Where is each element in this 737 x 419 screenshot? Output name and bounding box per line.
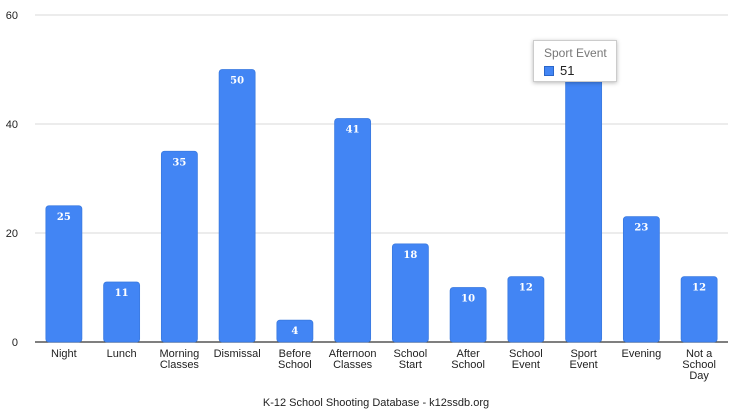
- x-tick-label-line: Day: [689, 370, 709, 382]
- x-tick-label-line: Evening: [621, 348, 661, 360]
- bar[interactable]: [103, 281, 141, 343]
- x-tick-label-line: Before: [279, 348, 311, 360]
- y-tick-label: 20: [6, 228, 18, 240]
- y-axis: 0 20 40 60: [6, 10, 18, 349]
- x-tick-label: Morning Classes: [160, 348, 200, 371]
- data-label: 50: [230, 76, 244, 87]
- x-tick-label-line: After: [457, 348, 481, 360]
- tooltip-swatch: [544, 65, 554, 76]
- x-tick-label-line: Afternoon: [329, 348, 377, 360]
- x-tick-label-line: School: [278, 359, 312, 371]
- x-tick-label-line: Classes: [160, 359, 200, 371]
- x-tick-label-line: Not a: [686, 348, 713, 360]
- tooltip-value: 51: [560, 63, 575, 78]
- data-label: 35: [172, 157, 186, 168]
- data-label: 18: [403, 250, 417, 261]
- x-tick-label-line: School: [394, 348, 428, 360]
- data-label: 12: [519, 283, 533, 294]
- bar[interactable]: [45, 205, 83, 343]
- data-label: 25: [57, 212, 71, 223]
- x-tick-label: School Start: [394, 348, 428, 371]
- x-tick-label: Not a School Day: [682, 348, 716, 382]
- x-tick-label-line: Event: [570, 359, 598, 371]
- data-label: 4: [291, 326, 298, 337]
- x-tick-label-line: Lunch: [107, 348, 137, 360]
- data-label: 11: [115, 288, 129, 299]
- source-label: K-12 School Shooting Database - k12ssdb.…: [263, 397, 489, 409]
- x-tick-label: Before School: [278, 348, 312, 371]
- y-tick-label: 40: [6, 119, 18, 131]
- bar[interactable]: [334, 118, 372, 343]
- y-tick-label: 0: [12, 337, 18, 349]
- tooltip-row: 51: [544, 63, 574, 78]
- x-tick-label: Sport Event: [570, 348, 598, 371]
- x-tick-label: After School: [451, 348, 485, 371]
- tooltip-category: Sport Event: [544, 46, 607, 60]
- bar[interactable]: [449, 287, 487, 343]
- x-tick-label: Night: [51, 348, 77, 360]
- x-tick-label-line: Sport: [570, 348, 596, 360]
- bar[interactable]: [565, 63, 603, 343]
- bar[interactable]: [160, 150, 198, 343]
- x-tick-label-line: Event: [512, 359, 540, 371]
- x-tick-label-line: School: [451, 359, 485, 371]
- y-tick-label: 60: [6, 10, 18, 22]
- x-tick-label-line: Night: [51, 348, 77, 360]
- data-label: 41: [346, 125, 360, 136]
- x-tick-label-line: Classes: [333, 359, 373, 371]
- x-tick-label: Afternoon Classes: [329, 348, 377, 371]
- data-label: 23: [634, 223, 648, 234]
- x-tick-label-line: Dismissal: [214, 348, 261, 360]
- bars: 25 11 35 50 4 41 18 10 12 23 12: [45, 63, 718, 343]
- bar[interactable]: [622, 216, 660, 343]
- bar[interactable]: [680, 276, 718, 343]
- x-tick-label: Dismissal: [214, 348, 261, 360]
- x-tick-label: School Event: [509, 348, 543, 371]
- x-tick-label: Evening: [621, 348, 661, 360]
- bar[interactable]: [218, 69, 256, 343]
- grid-lines: [35, 14, 728, 343]
- bar-tooltip: Sport Event 51: [533, 40, 617, 82]
- x-tick-label-line: School: [509, 348, 543, 360]
- x-tick-label-line: School: [682, 359, 716, 371]
- x-tick-label-line: Start: [399, 359, 422, 371]
- x-tick-label: Lunch: [107, 348, 137, 360]
- bar[interactable]: [391, 243, 429, 343]
- bar[interactable]: [507, 276, 545, 343]
- x-tick-label-line: Morning: [160, 348, 200, 360]
- data-label: 12: [692, 283, 706, 294]
- data-label: 10: [461, 294, 475, 305]
- bar[interactable]: [276, 319, 314, 343]
